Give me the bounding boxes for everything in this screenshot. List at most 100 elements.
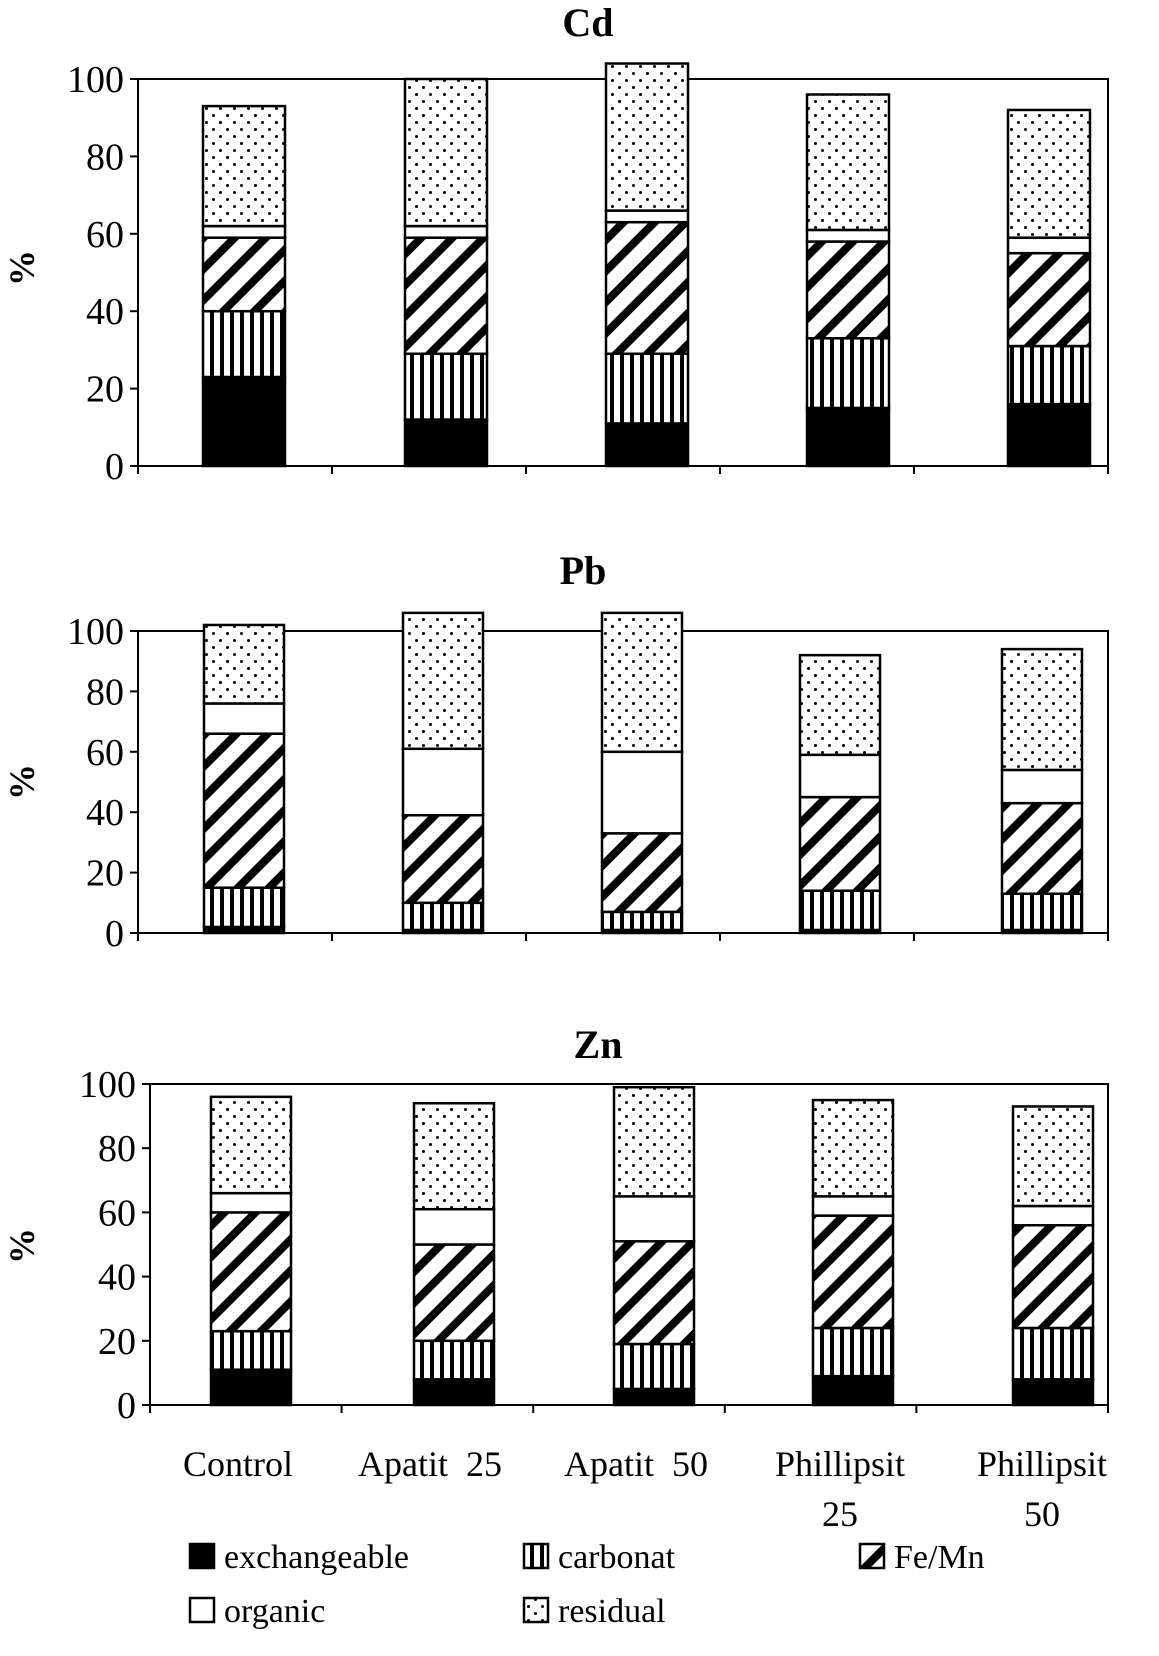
y-tick-label: 60 [86,214,124,256]
panel-pb-ylabel: % [2,764,42,800]
y-tick-label: 20 [86,853,124,895]
category-label: 25 [822,1494,858,1534]
bar-segment-carbonat [1000,892,1084,932]
stacked-bar [401,611,485,935]
bar-segment-organic [604,209,690,224]
stacked-bar [403,77,489,468]
bar-segment-femn [1000,801,1084,895]
bar-segment-exchangeable [1011,1378,1095,1407]
bar-segment-residual [600,611,684,754]
stacked-bar [600,611,684,935]
panel-zn-axes: 0 20 40 60 80 100 [79,1064,1109,1427]
bar-segment-femn [612,1240,696,1346]
bar-segment-residual [412,1102,496,1211]
stacked-bar [1000,647,1084,935]
bar-segment-carbonat [202,886,286,929]
bar-segment-exchangeable [604,422,690,468]
bar-segment-residual [805,93,891,232]
y-tick-label: 100 [67,59,124,101]
bar-segment-carbonat [600,910,684,932]
category-label: Apatit 25 [358,1444,502,1484]
bar-segment-residual [612,1085,696,1198]
bar-segment-residual [401,611,485,751]
bar-segment-organic [798,753,882,799]
bar-segment-organic [412,1207,496,1246]
bar-segment-femn [798,795,882,892]
y-tick-label: 0 [105,913,124,955]
bar-segment-exchangeable [805,406,891,468]
bar-segment-organic [811,1195,895,1217]
stacked-bar [805,93,891,468]
y-tick-label: 80 [86,136,124,178]
stacked-bar [209,1095,293,1407]
panel-cd-ylabel: % [2,250,42,286]
panel-cd: Cd % 0 20 40 60 80 100 [2,0,1109,488]
bar-segment-organic [612,1195,696,1243]
legend-label: exchangeable [224,1539,409,1576]
stacked-bar [201,104,287,468]
category-labels: Control Apatit 25 Apatit 50 Phillipsit 25 Phi… [183,1444,1107,1534]
legend-item-residual: residual [522,1593,666,1630]
bar-segment-organic [1006,236,1092,255]
panel-zn: Zn % 0 20 40 60 80 100 [2,1022,1109,1427]
bar-segment-organic [1011,1204,1095,1227]
stacked-bar [604,62,690,468]
bar-segment-femn [604,220,690,356]
bar-segment-carbonat [811,1326,895,1378]
bar-segment-exchangeable [612,1387,696,1407]
panel-pb-title: Pb [560,548,607,593]
y-tick-label: 80 [86,671,124,713]
bar-segment-organic [209,1191,293,1214]
stacked-bar [811,1098,895,1407]
bar-segment-femn [1011,1223,1095,1330]
legend-item-femn: Fe/Mn [858,1539,985,1576]
bar-segment-residual [798,653,882,757]
stacked-bar [1006,108,1092,468]
bar-segment-exchangeable [201,375,287,468]
bar-segment-residual [1006,108,1092,239]
panel-pb-axes: 0 20 40 60 80 100 [67,611,1109,955]
bar-segment-organic [201,224,287,239]
stacked-bar [612,1085,696,1407]
legend-label: carbonat [558,1539,676,1576]
bar-segment-exchangeable [811,1374,895,1407]
bar-segment-organic [401,747,485,817]
y-tick-label: 40 [86,291,124,333]
stacked-bar [1011,1105,1095,1407]
legend-swatch [188,1542,216,1570]
panel-cd-axes: 0 20 40 60 80 100 [67,59,1109,488]
bar-segment-femn [600,832,684,914]
bar-segment-femn [811,1214,895,1330]
y-tick-label: 0 [117,1385,136,1427]
stacked-bar [798,653,882,935]
y-tick-label: 60 [98,1192,136,1234]
bar-segment-carbonat [209,1329,293,1371]
bar-segment-organic [202,702,286,735]
bar-segment-femn [209,1211,293,1333]
bar-segment-residual [202,623,286,705]
y-tick-label: 80 [98,1128,136,1170]
bar-segment-residual [811,1098,895,1198]
y-tick-label: 20 [86,369,124,411]
bar-segment-carbonat [403,352,489,421]
bar-segment-residual [201,104,287,228]
bar-segment-residual [1011,1105,1095,1208]
bar-segment-carbonat [805,337,891,410]
bar-segment-exchangeable [1006,402,1092,468]
legend-item-carbonat: carbonat [522,1539,676,1576]
bar-segment-carbonat [201,309,287,379]
category-label: Apatit 50 [564,1444,708,1484]
legend-swatch [522,1542,550,1570]
legend-label: Fe/Mn [894,1539,985,1576]
y-tick-label: 100 [67,611,124,653]
bar-segment-femn [412,1243,496,1343]
panel-cd-title: Cd [562,0,613,45]
panel-zn-ylabel: % [2,1228,42,1264]
category-label: Phillipsit [977,1444,1107,1484]
y-tick-label: 20 [98,1321,136,1363]
bar-segment-carbonat [612,1342,696,1391]
bar-segment-exchangeable [209,1368,293,1407]
category-label: 50 [1024,1494,1060,1534]
bar-segment-femn [1006,251,1092,348]
